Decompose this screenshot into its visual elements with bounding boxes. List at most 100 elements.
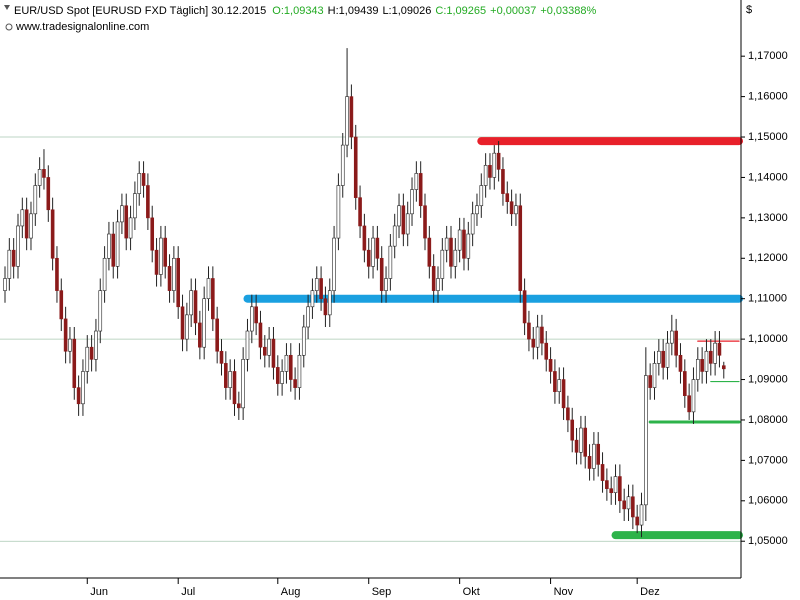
candle-body xyxy=(232,371,237,405)
candle-body xyxy=(202,298,206,348)
candle-body xyxy=(605,480,609,489)
candle-body xyxy=(198,322,202,348)
candle-body xyxy=(405,213,410,235)
candle-body xyxy=(431,266,436,291)
candle-body xyxy=(375,237,380,259)
y-tick-label: 1,06000 xyxy=(748,495,788,507)
candle-body xyxy=(254,306,258,324)
candle-body xyxy=(288,354,293,380)
candle-body xyxy=(540,326,544,344)
quote-value: H:1,09439 xyxy=(328,5,379,17)
chart-title: EUR/USD Spot [EURUSD FXD Täglich] 30.12.… xyxy=(14,5,266,17)
candle-body xyxy=(159,237,163,275)
candle-body xyxy=(592,443,596,469)
candle-body xyxy=(262,346,267,356)
x-tick-label: Okt xyxy=(463,586,480,598)
candle-body xyxy=(622,500,626,510)
candle-body xyxy=(475,205,479,215)
x-tick-label: Dez xyxy=(640,586,660,598)
y-tick-label: 1,15000 xyxy=(748,131,788,143)
candle-body xyxy=(483,165,488,186)
candle-body xyxy=(665,342,670,368)
candle-body xyxy=(76,387,81,405)
currency: $ xyxy=(746,4,752,16)
candle-body xyxy=(414,173,419,190)
candle-body xyxy=(366,249,371,267)
candle-body xyxy=(50,209,55,259)
quote-value: L:1,09026 xyxy=(382,5,431,17)
y-tick-label: 1,08000 xyxy=(748,414,788,426)
candle-body xyxy=(185,314,189,340)
candle-body xyxy=(648,375,652,388)
candle-body xyxy=(561,379,566,409)
candle-body xyxy=(713,342,717,364)
quote-value: C:1,09265 xyxy=(435,5,486,17)
candle-body xyxy=(388,245,393,279)
candle-body xyxy=(120,205,124,223)
candle-body xyxy=(211,278,215,320)
candle-body xyxy=(436,278,440,291)
candle-body xyxy=(293,379,297,388)
candle-body xyxy=(215,318,219,352)
candle-body xyxy=(301,326,306,356)
candle-body xyxy=(518,205,523,291)
candle-body xyxy=(492,152,497,178)
y-tick-label: 1,11000 xyxy=(748,293,787,305)
x-tick-label: Sep xyxy=(372,586,392,598)
candle-body xyxy=(587,456,592,469)
candle-body xyxy=(570,419,575,441)
candle-body xyxy=(284,354,289,372)
y-tick-label: 1,17000 xyxy=(748,50,788,62)
candle-body xyxy=(557,379,562,392)
candle-body xyxy=(566,407,570,421)
candle-body xyxy=(505,193,510,202)
candle-body xyxy=(16,225,20,267)
candle-body xyxy=(449,237,453,267)
candle-body xyxy=(128,217,133,239)
candle-body xyxy=(68,338,72,352)
candle-body xyxy=(392,225,397,247)
candle-body xyxy=(141,173,146,186)
candle-body xyxy=(600,464,605,481)
candle-body xyxy=(514,205,518,215)
candle-body xyxy=(250,306,254,332)
source: www.tradesignalonline.com xyxy=(15,21,149,33)
candle-body xyxy=(133,193,137,219)
candle-body xyxy=(678,354,683,372)
candle-body xyxy=(501,169,505,194)
candle-body xyxy=(462,229,466,259)
candle-body xyxy=(548,359,553,372)
candle-body xyxy=(488,165,492,178)
candle-body xyxy=(353,136,358,198)
candle-body xyxy=(531,338,536,348)
y-tick-label: 1,07000 xyxy=(748,454,788,466)
candle-body xyxy=(85,346,90,372)
candle-body xyxy=(219,350,224,364)
candle-body xyxy=(362,225,367,251)
candle-body xyxy=(717,342,722,356)
quote-value: O:1,09343 xyxy=(272,5,323,17)
candle-body xyxy=(674,330,678,356)
candle-body xyxy=(46,177,51,211)
candle-body xyxy=(535,326,540,348)
y-tick-label: 1,16000 xyxy=(748,91,788,103)
candle-body xyxy=(479,185,484,207)
candle-body xyxy=(444,237,449,251)
candle-body xyxy=(314,278,319,291)
plot-area xyxy=(0,48,743,542)
candle-body xyxy=(111,233,116,267)
candle-body xyxy=(579,427,583,453)
candle-body xyxy=(457,229,462,251)
candle-body xyxy=(271,338,276,368)
candle-body xyxy=(98,290,103,332)
candle-body xyxy=(639,504,644,526)
candle-body xyxy=(652,363,657,388)
candle-body xyxy=(635,516,639,526)
source-icon xyxy=(5,23,13,31)
candle-body xyxy=(224,363,228,388)
y-tick-label: 1,05000 xyxy=(748,535,788,547)
candle-body xyxy=(163,237,168,267)
candle-body xyxy=(115,221,120,267)
y-tick-label: 1,12000 xyxy=(748,252,788,264)
